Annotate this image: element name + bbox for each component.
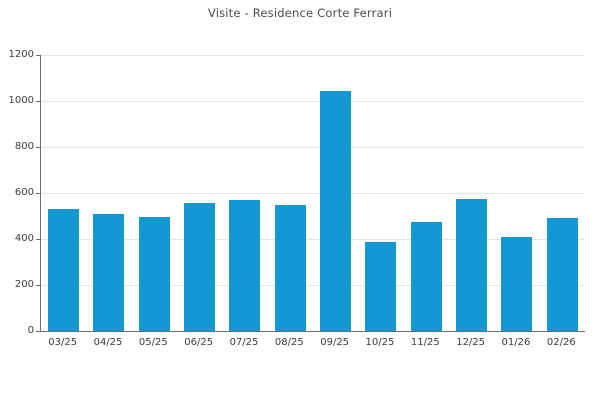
gridline-800: [41, 147, 585, 149]
y-tick-label: 600: [14, 187, 34, 198]
x-tick-label-04/25: 04/25: [93, 337, 123, 348]
bar-band-04/25: [86, 55, 131, 331]
x-tick-label-02/26: 02/26: [546, 337, 576, 348]
bar-band-11/25: [404, 55, 449, 331]
y-tick-label: 1000: [8, 95, 34, 106]
y-tick-label: 800: [14, 141, 34, 152]
x-tick-label-10/25: 10/25: [365, 337, 395, 348]
bar-03/25: [48, 209, 80, 331]
y-tick-label: 1200: [8, 49, 34, 60]
bar-band-01/26: [494, 55, 539, 331]
gridline-600: [41, 193, 585, 194]
bar-band-10/25: [358, 55, 403, 331]
bar-band-02/26: [540, 55, 585, 331]
x-tick-label-05/25: 05/25: [138, 337, 168, 348]
bar-09/25: [320, 90, 352, 331]
bar-band-12/25: [449, 55, 494, 331]
x-axis: 03/25 04/25 05/25 06/25 07/25 08/25 09/25 10/25…: [40, 337, 584, 348]
x-tick-label-08/25: 08/25: [274, 337, 304, 348]
bar-11/25: [410, 221, 442, 331]
bar-08/25: [274, 204, 306, 331]
chart-title: Visite - Residence Corte Ferrari: [207, 6, 393, 20]
x-tick-label-12/25: 12/25: [456, 337, 486, 348]
y-tick-label: 200: [14, 279, 34, 290]
x-tick-label-03/25: 03/25: [48, 337, 78, 348]
bar-06/25: [184, 203, 216, 331]
bar-02/26: [546, 218, 578, 331]
gridline-1200: [41, 55, 585, 56]
plot-area: [40, 55, 585, 332]
bar-12/25: [456, 198, 488, 331]
x-tick-label-11/25: 11/25: [410, 337, 440, 348]
x-tick-label-06/25: 06/25: [184, 337, 214, 348]
bar-band-08/25: [268, 55, 313, 331]
y-tick-label: 0: [27, 325, 34, 336]
bar-band-06/25: [177, 55, 222, 331]
gridline-400: [41, 239, 585, 241]
y-tick-label: 400: [14, 233, 34, 244]
bar-01/26: [501, 236, 533, 331]
bar-10/25: [365, 242, 397, 331]
x-tick-label-09/25: 09/25: [320, 337, 350, 348]
bar-band-03/25: [41, 55, 86, 331]
bar-band-09/25: [313, 55, 358, 331]
gridline-1000: [41, 101, 585, 102]
x-tick-label-07/25: 07/25: [229, 337, 259, 348]
bar-band-07/25: [222, 55, 267, 331]
bar-05/25: [138, 217, 170, 331]
bar-band-05/25: [132, 55, 177, 331]
gridline-200: [41, 285, 585, 287]
bar-07/25: [229, 199, 261, 331]
x-tick-label-01/26: 01/26: [501, 337, 531, 348]
bar-04/25: [93, 213, 125, 331]
bar-series: [41, 55, 585, 331]
